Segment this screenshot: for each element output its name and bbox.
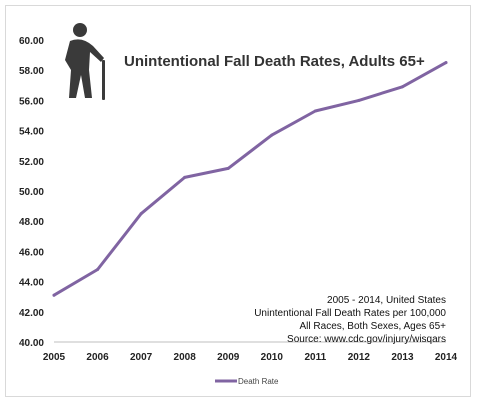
y-tick-label: 40.00 <box>19 338 44 349</box>
y-tick-label: 50.00 <box>19 187 44 198</box>
x-tick-label: 2005 <box>43 352 66 363</box>
data-point <box>139 212 143 216</box>
data-point <box>313 109 317 113</box>
note-line-4: Source: www.cdc.gov/injury/wisqars <box>287 334 446 345</box>
x-tick-label: 2011 <box>304 352 326 363</box>
x-axis: 2005 2006 2007 2008 2009 2010 2011 2012 2013 2014 <box>43 341 458 363</box>
source-notes: 2005 - 2014, United States Unintentional… <box>254 295 446 345</box>
chart-title: Unintentional Fall Death Rates, Adults 6… <box>124 53 425 70</box>
y-tick-label: 48.00 <box>19 217 44 228</box>
elderly-person-with-cane-icon <box>65 23 105 100</box>
chart-frame <box>5 5 471 397</box>
y-tick-label: 46.00 <box>19 247 44 258</box>
y-tick-label: 58.00 <box>19 66 44 77</box>
x-tick-label: 2010 <box>261 352 284 363</box>
legend: Death Rate <box>215 377 279 386</box>
x-tick-label: 2014 <box>435 352 458 363</box>
note-line-3: All Races, Both Sexes, Ages 65+ <box>300 321 447 332</box>
data-point <box>52 293 56 297</box>
y-tick-label: 52.00 <box>19 157 44 168</box>
data-point <box>96 268 100 272</box>
y-tick-label: 54.00 <box>19 127 44 138</box>
x-tick-label: 2013 <box>391 352 414 363</box>
y-axis: 40.00 42.00 44.00 46.00 48.00 50.00 52.00 54.00… <box>19 36 44 349</box>
y-tick-label: 60.00 <box>19 36 44 47</box>
x-tick-label: 2008 <box>174 352 197 363</box>
data-point <box>444 61 448 65</box>
y-tick-label: 44.00 <box>19 278 44 289</box>
note-line-1: 2005 - 2014, United States <box>327 295 446 306</box>
x-tick-label: 2012 <box>348 352 371 363</box>
data-point <box>183 175 187 179</box>
legend-label: Death Rate <box>238 377 279 386</box>
data-point <box>270 133 274 137</box>
data-point <box>400 85 404 89</box>
note-line-2: Unintentional Fall Death Rates per 100,0… <box>254 308 446 319</box>
x-tick-label: 2009 <box>217 352 240 363</box>
data-point <box>357 98 361 102</box>
data-point <box>226 166 230 170</box>
series-line-death-rate <box>52 61 448 297</box>
plot-area <box>52 61 448 297</box>
x-tick-label: 2006 <box>86 352 109 363</box>
y-tick-label: 56.00 <box>19 96 44 107</box>
y-tick-label: 42.00 <box>19 308 44 319</box>
x-tick-label: 2007 <box>130 352 153 363</box>
